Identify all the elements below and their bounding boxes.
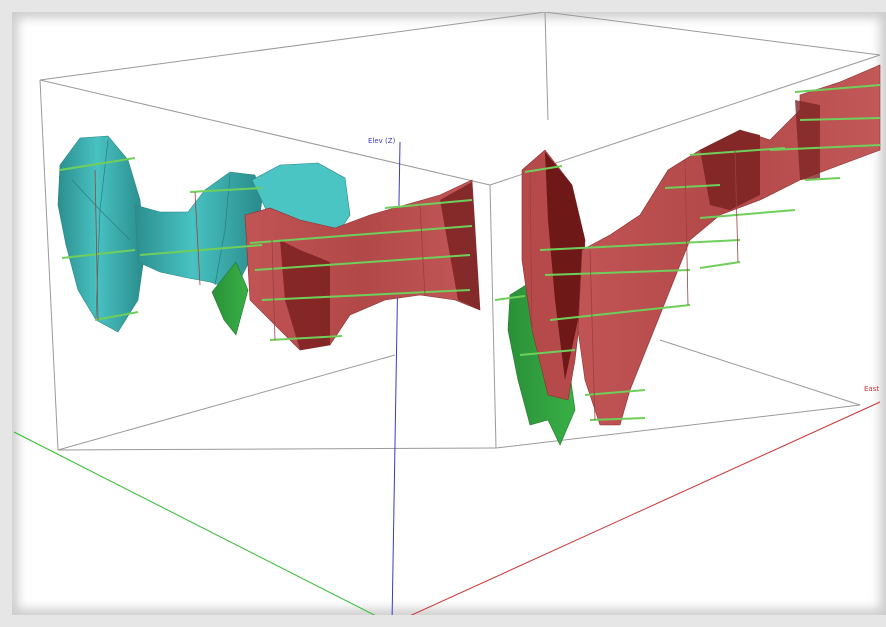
section-line xyxy=(494,295,526,301)
section-line xyxy=(769,144,881,151)
cyan-facet xyxy=(71,179,131,241)
section-line xyxy=(699,209,796,219)
3d-scene: Elev (Z) East xyxy=(13,12,881,615)
section-line xyxy=(549,304,691,321)
drill-trace xyxy=(684,159,689,306)
3d-viewport[interactable]: Elev (Z) East xyxy=(12,12,886,615)
section-line xyxy=(249,225,473,244)
drill-trace xyxy=(94,169,99,321)
drill-trace xyxy=(419,204,426,297)
cyan-facet xyxy=(214,174,231,286)
green-body-small xyxy=(211,261,249,336)
section-line xyxy=(519,349,576,356)
red-ribbon-shadow xyxy=(440,182,480,310)
section-line xyxy=(799,117,881,121)
section-line xyxy=(689,147,786,156)
section-line xyxy=(589,417,646,421)
drill-trace xyxy=(194,191,201,286)
box-edge xyxy=(495,404,861,449)
box-edge xyxy=(57,447,497,451)
section-line xyxy=(189,187,263,193)
east-axis-line xyxy=(410,401,881,615)
box-edge xyxy=(544,12,549,121)
red-trough-shadow xyxy=(700,130,760,210)
drill-traces xyxy=(94,149,739,421)
drill-trace xyxy=(271,239,276,341)
east-axis-label: East xyxy=(864,385,879,393)
drill-trace xyxy=(529,171,533,331)
section-line xyxy=(261,289,471,301)
section-line xyxy=(544,269,691,276)
box-edge xyxy=(544,12,881,56)
box-edge xyxy=(489,184,497,449)
section-line xyxy=(59,157,136,171)
section-line xyxy=(61,249,136,259)
section-line xyxy=(94,311,139,321)
red-spike-shadow xyxy=(545,152,585,380)
elevation-axis-label: Elev (Z) xyxy=(368,137,396,145)
section-line xyxy=(254,254,471,271)
section-line xyxy=(524,165,563,173)
section-line xyxy=(139,244,263,256)
drill-trace xyxy=(734,149,739,263)
section-line xyxy=(804,177,841,181)
section-line xyxy=(664,184,721,189)
section-line xyxy=(539,239,741,251)
section-line xyxy=(794,84,881,93)
box-edge xyxy=(39,79,59,451)
cyan-body-lobe xyxy=(57,135,146,333)
north-axis-line xyxy=(13,431,376,615)
cyan-body xyxy=(57,135,351,333)
section-line xyxy=(584,389,646,396)
section-line xyxy=(699,261,741,269)
section-line xyxy=(269,335,343,341)
section-lines xyxy=(59,84,881,421)
box-edge xyxy=(659,339,861,406)
box-edge xyxy=(57,354,396,451)
box-edge xyxy=(39,79,491,186)
box-edge xyxy=(39,12,546,81)
drill-trace xyxy=(589,249,596,421)
section-line xyxy=(384,199,473,209)
